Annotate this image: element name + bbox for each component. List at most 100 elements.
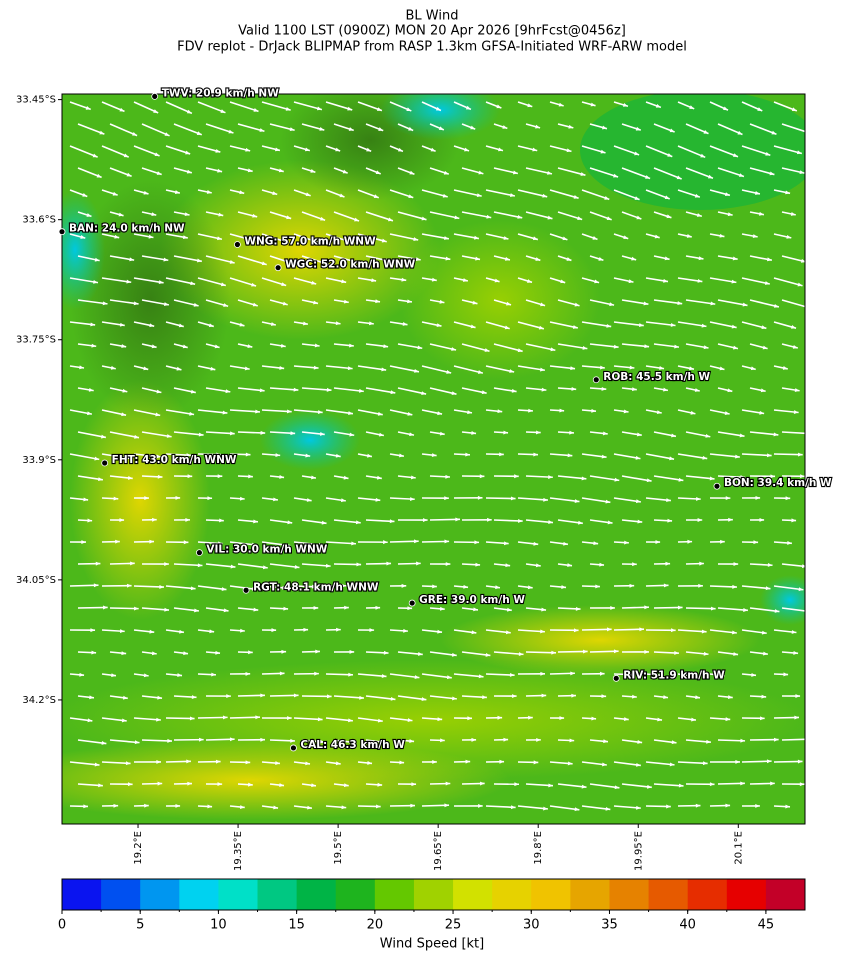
wind-arrow-head xyxy=(285,543,291,548)
wind-arrow-head xyxy=(674,651,679,655)
wind-arrow-head xyxy=(727,695,733,700)
wind-arrow-head xyxy=(320,216,326,221)
wind-arrow-head xyxy=(305,453,311,458)
wind-arrow-head xyxy=(826,107,831,111)
wind-arrow xyxy=(421,365,452,374)
wind-arrow-head xyxy=(401,583,407,588)
wind-arrow-head xyxy=(476,193,482,198)
wind-arrow-head xyxy=(186,826,191,830)
wind-arrow-head xyxy=(470,324,476,329)
wind-arrow-head xyxy=(477,495,483,500)
wind-arrow xyxy=(589,475,620,482)
wind-arrow xyxy=(197,716,228,719)
wind-arrow xyxy=(261,101,291,111)
colorbar-tick-label: 15 xyxy=(288,918,305,933)
wind-arrow-head xyxy=(517,518,523,523)
wind-arrow-head xyxy=(442,193,448,198)
wind-arrow-head xyxy=(293,262,299,266)
wind-arrow-head xyxy=(599,562,605,567)
wind-arrow-head xyxy=(349,432,355,437)
wind-arrow xyxy=(806,234,825,239)
wind-arrow xyxy=(526,828,553,831)
wind-arrow-head xyxy=(509,673,515,677)
wind-arrow-head xyxy=(313,300,319,305)
wind-arrow-head xyxy=(759,517,765,522)
wind-arrow-head xyxy=(191,695,197,699)
wind-arrow-head xyxy=(656,410,662,415)
colorbar-segment xyxy=(609,879,650,910)
x-tick-label: 19.65°E xyxy=(433,831,444,871)
wind-arrow-head xyxy=(823,213,828,217)
wind-arrow-head xyxy=(245,760,251,765)
wind-arrow-head xyxy=(343,299,349,304)
wind-arrow xyxy=(741,453,772,457)
wind-arrow-head xyxy=(247,168,253,173)
wind-arrow-head xyxy=(275,761,280,765)
wind-arrow-head xyxy=(247,344,253,349)
wind-arrow-head xyxy=(273,805,279,810)
station-label: WGC: 52.0 km/h WNW xyxy=(285,259,416,271)
wind-arrow-head xyxy=(689,105,695,109)
wind-arrow xyxy=(269,387,299,391)
wind-arrow-head xyxy=(511,388,517,393)
wind-arrow-head xyxy=(402,322,408,326)
wind-arrow-head xyxy=(532,236,538,241)
wind-arrow xyxy=(814,212,828,216)
wind-arrow-head xyxy=(548,783,554,788)
wind-arrow-head xyxy=(251,282,257,287)
wind-arrow-head xyxy=(760,716,765,721)
wind-arrow-head xyxy=(163,302,169,306)
wind-arrow-head xyxy=(312,584,317,589)
wind-arrow-head xyxy=(702,761,708,766)
wind-arrow-head xyxy=(703,345,709,350)
wind-arrow-head xyxy=(514,474,519,479)
wind-arrow-head xyxy=(239,190,245,195)
wind-arrow-head xyxy=(761,630,767,635)
wind-arrow-head xyxy=(342,169,348,174)
wind-arrow-head xyxy=(377,411,383,416)
colorbar-tick-label: 5 xyxy=(136,918,144,933)
wind-arrow-head xyxy=(125,455,131,460)
wind-arrow-head xyxy=(279,783,284,787)
wind-arrow-head xyxy=(559,716,565,720)
wind-arrow-head xyxy=(533,541,539,546)
wind-arrow xyxy=(365,387,396,394)
wind-arrow-head xyxy=(665,561,671,566)
wind-arrow-head xyxy=(608,828,613,832)
wind-arrow-head xyxy=(707,174,713,179)
wind-arrow-head xyxy=(335,453,341,458)
station-label: RGT: 48.1 km/h WNW xyxy=(253,581,379,593)
wind-arrow-head xyxy=(157,474,163,479)
wind-arrow-head xyxy=(375,605,381,610)
wind-arrow-head xyxy=(613,344,619,349)
wind-arrow xyxy=(485,805,516,809)
wind-arrow-head xyxy=(799,782,805,787)
wind-arrow-head xyxy=(801,564,805,569)
wind-arrow-head xyxy=(121,412,127,417)
wind-arrow-head xyxy=(157,781,163,786)
wind-arrow-head xyxy=(315,649,320,654)
wind-arrow-head xyxy=(666,214,672,219)
wind-arrow-head xyxy=(735,759,740,764)
wind-arrow-head xyxy=(835,261,840,265)
wind-arrow-head xyxy=(287,716,292,720)
wind-arrow-head xyxy=(695,695,700,700)
wind-arrow xyxy=(109,739,140,744)
wind-arrow-head xyxy=(211,672,216,677)
wind-arrow-head xyxy=(541,387,547,392)
wind-arrow-head xyxy=(89,695,94,700)
wind-arrow-head xyxy=(164,132,170,136)
wind-arrow xyxy=(301,387,332,392)
wind-arrow xyxy=(814,168,834,173)
wind-arrow xyxy=(453,673,484,678)
x-tick-label: 19.8°E xyxy=(533,831,544,865)
wind-arrow-head xyxy=(548,475,553,479)
wind-arrow-head xyxy=(740,738,746,743)
wind-arrow-head xyxy=(149,629,155,634)
station-label: ROB: 45.5 km/h W xyxy=(603,371,710,383)
station-dot xyxy=(408,599,416,607)
wind-arrow-head xyxy=(152,517,157,522)
wind-arrow-head xyxy=(753,540,759,545)
wind-arrow-head xyxy=(613,649,619,654)
wind-arrow-head xyxy=(698,583,703,588)
